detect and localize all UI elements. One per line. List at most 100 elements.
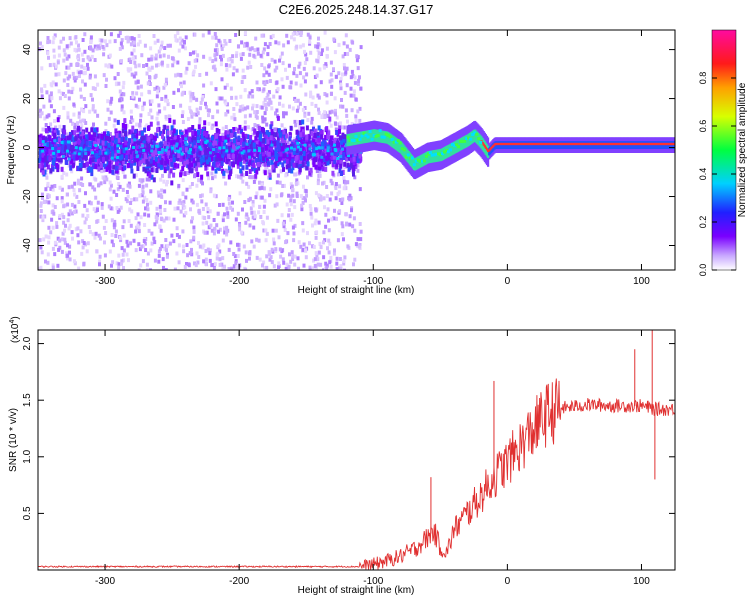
band-point <box>106 131 110 137</box>
noise-point <box>63 240 67 245</box>
noise-point <box>106 99 110 104</box>
noise-point <box>354 114 358 119</box>
noise-point <box>180 114 184 118</box>
band-point <box>46 142 49 148</box>
band-point <box>124 140 128 146</box>
band-point <box>244 146 248 151</box>
noise-point <box>140 53 144 58</box>
noise-point <box>274 111 277 116</box>
noise-point <box>353 175 357 180</box>
noise-point <box>316 262 320 267</box>
band-point <box>41 169 45 175</box>
noise-point <box>78 188 82 193</box>
band-point <box>245 164 249 170</box>
band-point <box>186 152 190 158</box>
noise-point <box>209 81 213 86</box>
noise-point <box>226 57 230 62</box>
band-point <box>320 134 324 140</box>
noise-point <box>359 45 363 50</box>
noise-point <box>309 92 313 97</box>
noise-point <box>294 123 298 128</box>
noise-point <box>99 181 103 186</box>
band-point <box>236 160 240 166</box>
noise-point <box>275 108 279 113</box>
noise-point <box>255 80 259 85</box>
noise-point <box>279 55 283 60</box>
band-peak <box>133 138 137 142</box>
band-point <box>80 143 84 149</box>
noise-point <box>281 184 285 188</box>
noise-point <box>202 243 206 248</box>
noise-point <box>243 88 247 93</box>
noise-point <box>198 117 202 122</box>
band-peak <box>161 148 165 151</box>
noise-point <box>293 205 297 210</box>
noise-point <box>80 64 84 69</box>
noise-point <box>139 113 143 118</box>
noise-point <box>68 209 72 214</box>
noise-point <box>66 192 69 197</box>
noise-point <box>201 95 205 100</box>
band-point <box>170 140 174 146</box>
noise-point <box>221 132 225 137</box>
noise-point <box>284 240 288 245</box>
noise-point <box>314 191 318 196</box>
noise-point <box>122 258 125 263</box>
noise-point <box>252 179 256 184</box>
noise-point <box>316 257 320 262</box>
noise-point <box>287 208 291 212</box>
noise-point <box>221 238 225 243</box>
band-point <box>191 135 195 141</box>
noise-point <box>49 186 53 191</box>
noise-point <box>269 187 273 192</box>
band-point <box>182 154 186 160</box>
band-point <box>133 129 137 135</box>
noise-point <box>159 209 162 213</box>
noise-point <box>51 225 55 230</box>
noise-point <box>155 116 159 121</box>
band-point <box>119 160 123 166</box>
noise-point <box>157 49 161 54</box>
band-peak <box>180 152 184 156</box>
noise-point <box>98 254 102 259</box>
noise-point <box>338 184 342 189</box>
noise-point <box>317 51 321 56</box>
noise-point <box>147 66 151 71</box>
noise-point <box>238 227 242 232</box>
noise-point <box>213 174 217 179</box>
noise-point <box>142 244 146 248</box>
noise-point <box>155 219 159 224</box>
noise-point <box>309 50 313 55</box>
band-point <box>92 144 95 150</box>
noise-point <box>330 191 334 196</box>
band-point <box>103 131 106 137</box>
noise-point <box>327 250 331 255</box>
noise-point <box>357 244 361 249</box>
band-point <box>164 140 167 146</box>
noise-point <box>273 59 277 64</box>
noise-point <box>294 182 298 187</box>
noise-point <box>52 54 56 59</box>
noise-point <box>348 197 352 202</box>
noise-point <box>313 257 317 262</box>
noise-point <box>292 199 296 204</box>
noise-point <box>353 75 357 80</box>
band-point <box>53 132 56 138</box>
noise-point <box>91 107 95 112</box>
noise-point <box>239 105 243 110</box>
noise-point <box>340 98 343 102</box>
noise-point <box>214 87 218 92</box>
band-point <box>255 132 259 138</box>
band-point <box>107 142 111 148</box>
noise-point <box>51 246 55 251</box>
noise-point <box>218 262 222 267</box>
band-point <box>352 171 355 177</box>
band-point <box>316 152 320 158</box>
band-point <box>270 157 274 163</box>
noise-point <box>181 202 185 207</box>
band-point <box>308 140 312 146</box>
noise-point <box>163 189 167 194</box>
band-peak <box>205 139 209 143</box>
noise-point <box>323 238 327 243</box>
noise-point <box>229 205 233 210</box>
